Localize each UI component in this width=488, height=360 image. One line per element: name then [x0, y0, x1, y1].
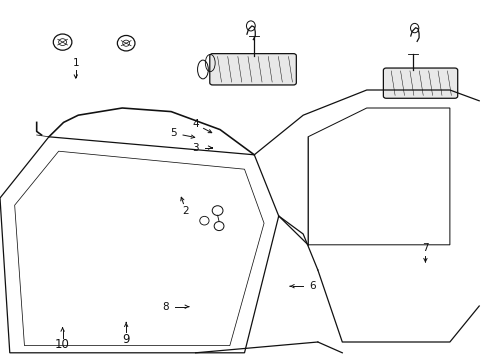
Text: 6: 6 — [309, 281, 316, 291]
Text: 1: 1 — [72, 58, 79, 68]
Text: 9: 9 — [122, 333, 130, 346]
Text: 8: 8 — [162, 302, 168, 312]
FancyBboxPatch shape — [209, 54, 296, 85]
Text: 4: 4 — [192, 119, 199, 129]
Text: 10: 10 — [55, 338, 70, 351]
FancyBboxPatch shape — [383, 68, 457, 98]
Text: 5: 5 — [170, 128, 177, 138]
Text: 2: 2 — [182, 206, 189, 216]
Text: 3: 3 — [192, 143, 199, 153]
Text: 7: 7 — [421, 243, 428, 253]
